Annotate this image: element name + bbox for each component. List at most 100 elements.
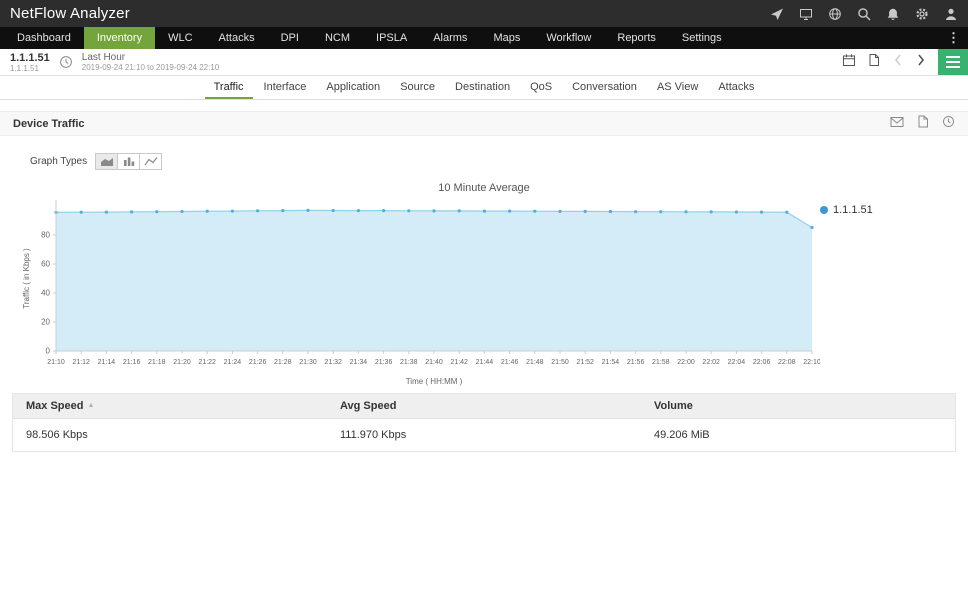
graph-type-bar[interactable] <box>117 153 141 170</box>
period-range: 2019-09-24 21:10 to 2019-09-24 22:10 <box>81 63 220 72</box>
device-name-block[interactable]: 1.1.1.51 1.1.1.51 <box>10 52 50 73</box>
tab-destination[interactable]: Destination <box>455 81 511 93</box>
svg-text:21:10: 21:10 <box>47 359 65 366</box>
tab-qos[interactable]: QoS <box>530 81 553 93</box>
tab-traffic[interactable]: Traffic <box>204 76 253 99</box>
nav-item-ncm[interactable]: NCM <box>324 32 351 44</box>
main-nav: Dashboard Inventory WLC Attacks DPI NCM IPSLA A… <box>0 27 968 49</box>
nav-item-settings[interactable]: Settings <box>681 32 722 44</box>
top-header: NetFlow Analyzer <box>0 0 968 27</box>
search-icon[interactable] <box>857 7 871 21</box>
svg-text:80: 80 <box>41 231 50 240</box>
nav-item-alarms[interactable]: Alarms <box>433 32 468 44</box>
nav-item-inventory[interactable]: Inventory <box>83 27 156 49</box>
app-title: NetFlow Analyzer <box>10 5 130 22</box>
user-icon[interactable] <box>944 7 958 21</box>
graph-type-area[interactable] <box>95 153 119 170</box>
svg-text:21:34: 21:34 <box>350 359 368 366</box>
svg-text:21:12: 21:12 <box>72 359 90 366</box>
nav-item-dashboard[interactable]: Dashboard <box>17 32 71 44</box>
nav-item-attacks[interactable]: Attacks <box>218 32 255 44</box>
svg-text:22:00: 22:00 <box>677 359 695 366</box>
svg-text:21:38: 21:38 <box>400 359 418 366</box>
area-chart-icon <box>100 158 113 166</box>
x-axis-title: Time ( HH:MM ) <box>406 377 463 386</box>
speed-table: Max Speed ▲ Avg Speed Volume 98.506 Kbps 111… <box>12 393 956 452</box>
calendar-icon[interactable] <box>842 53 856 72</box>
chart-title: 10 Minute Average <box>438 182 530 194</box>
legend-label: 1.1.1.51 <box>833 204 873 216</box>
chevron-left-icon[interactable] <box>892 53 904 72</box>
tab-bar: Traffic Interface Application Source Destina… <box>0 76 968 100</box>
graph-type-buttons <box>95 153 163 170</box>
mail-icon[interactable] <box>890 115 904 133</box>
device-info: 1.1.1.51 1.1.1.51 Last Hour 2019-09-24 2… <box>10 52 219 73</box>
nav-item-dpi[interactable]: DPI <box>280 32 299 44</box>
bar-chart-icon <box>123 157 134 166</box>
svg-text:21:52: 21:52 <box>576 359 594 366</box>
device-bar-actions <box>842 49 968 75</box>
table-cell: 111.970 Kbps <box>340 429 407 441</box>
nav-more-icon[interactable]: ⋮ <box>947 30 960 45</box>
chart-legend[interactable]: 1.1.1.51 <box>820 204 873 216</box>
paper-plane-icon[interactable] <box>770 7 784 21</box>
main-nav-items: Dashboard Inventory WLC Attacks DPI NCM IPSLA A… <box>4 27 735 49</box>
gear-icon[interactable] <box>915 7 929 21</box>
column-header-max-speed[interactable]: Max Speed ▲ <box>26 400 95 412</box>
svg-text:60: 60 <box>41 260 50 269</box>
svg-text:20: 20 <box>41 318 50 327</box>
nav-item-workflow[interactable]: Workflow <box>546 32 592 44</box>
table-cell: 49.206 MiB <box>654 429 710 441</box>
table-header-row: Max Speed ▲ Avg Speed Volume <box>13 394 955 419</box>
device-name: 1.1.1.51 <box>10 51 50 64</box>
tab-conversation[interactable]: Conversation <box>572 81 637 93</box>
svg-text:21:16: 21:16 <box>123 359 141 366</box>
svg-text:21:50: 21:50 <box>551 359 569 366</box>
section-header: Device Traffic <box>0 111 968 136</box>
traffic-chart: 0 20 40 60 80 21:10 21:12 21:14 21:16 21:18 21:20 2… <box>22 200 820 386</box>
nav-item-wlc[interactable]: WLC <box>168 32 193 44</box>
svg-text:21:14: 21:14 <box>98 359 116 366</box>
svg-text:21:28: 21:28 <box>274 359 292 366</box>
menu-button[interactable] <box>938 49 968 75</box>
history-icon[interactable] <box>942 115 955 133</box>
nav-item-ipsla[interactable]: IPSLA <box>376 32 408 44</box>
svg-text:21:58: 21:58 <box>652 359 670 366</box>
tab-source[interactable]: Source <box>400 81 436 93</box>
sort-asc-icon: ▲ <box>87 402 95 409</box>
column-header-avg-speed[interactable]: Avg Speed <box>340 400 397 412</box>
globe-icon[interactable] <box>828 7 842 21</box>
chevron-right-icon[interactable] <box>915 53 927 72</box>
column-header-volume[interactable]: Volume <box>654 400 693 412</box>
legend-dot <box>820 206 828 214</box>
chart-area-fill <box>56 210 812 351</box>
bell-icon[interactable] <box>886 7 900 21</box>
tab-attacks[interactable]: Attacks <box>718 81 755 93</box>
svg-text:22:08: 22:08 <box>778 359 796 366</box>
line-chart-icon <box>144 157 158 166</box>
svg-text:22:10: 22:10 <box>803 359 820 366</box>
svg-text:0: 0 <box>46 347 51 356</box>
nav-item-maps[interactable]: Maps <box>493 32 521 44</box>
tab-application[interactable]: Application <box>326 81 381 93</box>
svg-text:21:24: 21:24 <box>224 359 242 366</box>
nav-item-reports[interactable]: Reports <box>617 32 656 44</box>
graph-types-label: Graph Types <box>30 156 88 167</box>
svg-text:21:22: 21:22 <box>198 359 216 366</box>
pdf-export-icon[interactable] <box>917 115 929 133</box>
svg-text:21:36: 21:36 <box>375 359 393 366</box>
graph-types: Graph Types <box>30 153 968 170</box>
tab-interface[interactable]: Interface <box>263 81 307 93</box>
device-ip: 1.1.1.51 <box>10 63 39 73</box>
y-axis-title: Traffic ( in Kbps ) <box>22 248 31 309</box>
topbar-icons <box>770 7 958 21</box>
svg-text:21:20: 21:20 <box>173 359 191 366</box>
tab-as-view[interactable]: AS View <box>656 81 699 93</box>
time-period-selector[interactable]: Last Hour 2019-09-24 21:10 to 2019-09-24… <box>82 52 219 72</box>
section-icons <box>890 115 955 133</box>
svg-text:21:56: 21:56 <box>627 359 645 366</box>
graph-type-line[interactable] <box>139 153 163 170</box>
svg-text:40: 40 <box>41 289 50 298</box>
pdf-icon[interactable] <box>867 53 881 72</box>
monitor-icon[interactable] <box>799 7 813 21</box>
